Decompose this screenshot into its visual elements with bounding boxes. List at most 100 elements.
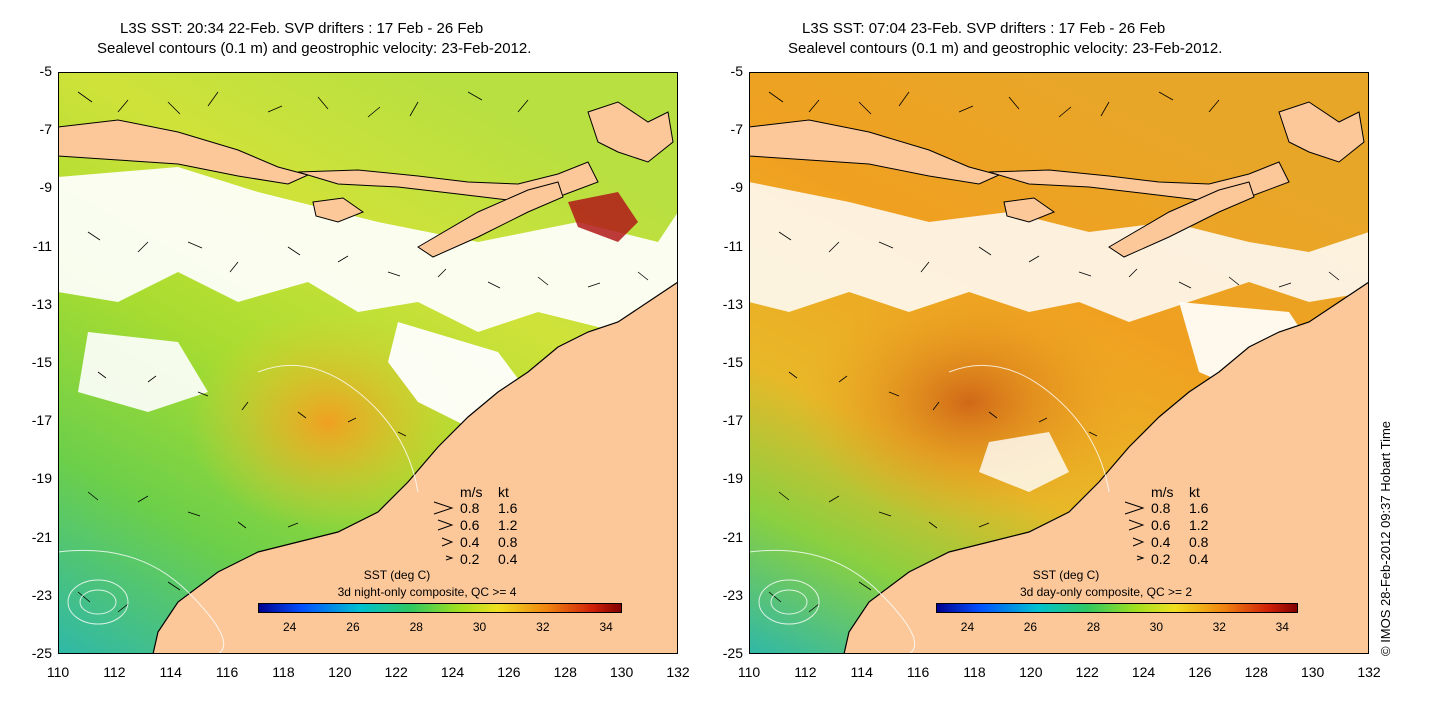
left-map-frame — [58, 72, 678, 654]
right-lat-tick--13: -13 — [722, 295, 743, 312]
right-cb-tick-24: 24 — [960, 620, 975, 634]
left-lon-tick-124: 124 — [440, 664, 465, 680]
right-lat-tick--11: -11 — [723, 237, 743, 254]
right-colorbar — [936, 603, 1298, 613]
left-cb-tick-24: 24 — [282, 620, 297, 634]
left-legend-ms-2: 0.4 — [460, 534, 480, 550]
right-legend-kt-3: 0.4 — [1189, 551, 1209, 567]
right-legend-ms-1: 0.6 — [1151, 517, 1171, 533]
left-lon-tick-112: 112 — [103, 664, 126, 680]
left-lat-tick--21: -21 — [31, 528, 52, 545]
right-cb-tick-34: 34 — [1275, 620, 1289, 634]
right-velocity-arrows — [768, 91, 1340, 613]
left-lat-tick--17: -17 — [31, 412, 52, 429]
left-eastern-islands — [587, 101, 674, 163]
left-legend-kt-1: 1.2 — [498, 517, 518, 533]
right-colorbar-composite: 3d day-only composite, QC >= 2 — [1019, 585, 1193, 599]
right-eastern-islands — [1278, 101, 1365, 163]
left-sumba-land — [312, 197, 365, 223]
right-lon-tick-124: 124 — [1131, 664, 1156, 680]
right-cb-tick-30: 30 — [1149, 620, 1164, 634]
right-legend-arrows — [1124, 501, 1145, 561]
left-lat-tick--15: -15 — [31, 354, 52, 370]
left-title-line2: Sealevel contours (0.1 m) and geostrophi… — [97, 40, 532, 57]
left-lat-tick--25: -25 — [31, 645, 52, 661]
left-cb-tick-30: 30 — [472, 620, 487, 634]
left-lat-tick--23: -23 — [31, 586, 52, 603]
right-lat-tick--9: -9 — [730, 179, 743, 196]
right-lon-tick-116: 116 — [906, 664, 930, 680]
right-lat-tick--5: -5 — [730, 63, 743, 79]
left-legend-kt-3: 0.4 — [498, 551, 518, 567]
left-lat-tick--5: -5 — [39, 63, 52, 79]
right-lon-tick-112: 112 — [794, 664, 817, 680]
copyright-text: © IMOS 28-Feb-2012 09:37 Hobart Time — [1378, 420, 1393, 656]
right-cb-tick-28: 28 — [1086, 620, 1101, 634]
right-legend-ms-2: 0.4 — [1151, 534, 1171, 550]
left-cb-tick-34: 34 — [599, 620, 613, 634]
left-title-line1: L3S SST: 20:34 22-Feb. SVP drifters : 17… — [120, 20, 484, 37]
left-cb-tick-26: 26 — [346, 620, 360, 634]
left-nusa-tenggara-land — [297, 161, 599, 201]
right-lat-tick--17: -17 — [722, 412, 743, 429]
left-lat-tick--11: -11 — [32, 237, 52, 254]
left-legend-ms-0: 0.8 — [460, 500, 480, 516]
left-lon-tick-118: 118 — [272, 664, 295, 680]
left-timor-land — [417, 181, 564, 258]
left-lon-tick-130: 130 — [609, 664, 634, 680]
right-sst-map — [749, 72, 1369, 654]
right-lat-tick--7: -7 — [730, 121, 743, 138]
left-lat-tick--9: -9 — [39, 179, 52, 196]
right-lon-tick-118: 118 — [963, 664, 986, 680]
left-legend-arrows — [433, 501, 454, 561]
right-cloud-mask — [749, 182, 1369, 322]
right-lat-tick--15: -15 — [722, 354, 743, 370]
left-sst-map — [58, 72, 678, 654]
left-legend-kt-0: 1.6 — [498, 500, 518, 516]
right-map-frame — [749, 72, 1369, 654]
right-lon-tick-110: 110 — [737, 664, 761, 680]
right-legend-header-ms: m/s — [1151, 484, 1174, 500]
right-lon-tick-130: 130 — [1300, 664, 1325, 680]
right-cloud-mask-3 — [979, 432, 1069, 492]
left-colorbar-composite: 3d night-only composite, QC >= 4 — [337, 585, 517, 599]
left-legend-kt-2: 0.8 — [498, 534, 518, 550]
left-cloud-mask — [58, 167, 678, 332]
right-colorbar-title: SST (deg C) — [1032, 568, 1100, 582]
right-legend-ms-3: 0.2 — [1151, 551, 1171, 567]
right-lon-tick-128: 128 — [1244, 664, 1268, 680]
right-australia-land — [843, 281, 1369, 654]
right-lat-tick--25: -25 — [722, 645, 743, 661]
left-lat-tick--7: -7 — [39, 121, 52, 138]
right-title-line1: L3S SST: 07:04 23-Feb. SVP drifters : 17… — [802, 20, 1166, 37]
right-lat-tick--19: -19 — [722, 470, 743, 487]
right-legend-kt-2: 0.8 — [1189, 534, 1209, 550]
left-velocity-arrows — [77, 91, 649, 613]
left-lon-tick-116: 116 — [215, 664, 239, 680]
left-sealevel-contours — [58, 364, 419, 654]
left-lon-tick-122: 122 — [384, 664, 408, 680]
right-cb-tick-26: 26 — [1023, 620, 1038, 634]
left-lon-tick-128: 128 — [553, 664, 577, 680]
right-cb-tick-32: 32 — [1212, 620, 1226, 634]
left-cb-tick-32: 32 — [536, 620, 550, 634]
right-legend-kt-1: 1.2 — [1189, 517, 1209, 533]
right-lon-tick-120: 120 — [1019, 664, 1043, 680]
right-sealevel-contours — [749, 364, 1110, 654]
right-lon-tick-122: 122 — [1075, 664, 1099, 680]
right-nusa-tenggara-land — [988, 161, 1290, 201]
left-colorbar — [258, 603, 622, 613]
right-lon-tick-126: 126 — [1188, 664, 1212, 680]
left-australia-land — [152, 281, 678, 654]
left-lon-tick-132: 132 — [666, 664, 690, 680]
left-lon-tick-114: 114 — [159, 664, 182, 680]
right-sumba-land — [1003, 197, 1056, 223]
right-hot-patch — [799, 282, 1139, 522]
right-legend-header-kt: kt — [1189, 484, 1200, 500]
left-legend-header-ms: m/s — [460, 484, 483, 500]
left-colorbar-title: SST (deg C) — [363, 568, 431, 582]
right-title-line2: Sealevel contours (0.1 m) and geostrophi… — [788, 40, 1223, 57]
right-java-land — [749, 119, 1001, 185]
left-legend-ms-3: 0.2 — [460, 551, 480, 567]
left-cb-tick-28: 28 — [409, 620, 423, 634]
